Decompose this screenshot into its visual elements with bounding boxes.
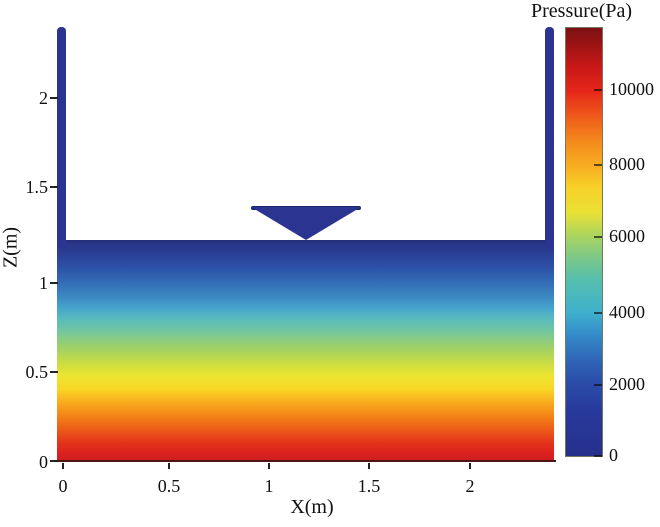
- z-tick-mark: [50, 282, 58, 284]
- colorbar: [565, 27, 603, 457]
- x-tick-mark: [168, 463, 170, 469]
- z-tick-label: 1: [39, 273, 48, 293]
- z-tick-label: 1.5: [25, 177, 49, 197]
- tank-right-wall: [545, 27, 554, 248]
- colorbar-tick-mark: [594, 236, 602, 238]
- tank-left-wall: [57, 27, 66, 248]
- x-axis-line: [57, 460, 556, 462]
- z-tick-label: 2: [39, 88, 48, 108]
- colorbar-tick-mark: [594, 455, 602, 457]
- colorbar-tick-label: 6000: [609, 226, 645, 246]
- x-tick-label: 1: [264, 476, 274, 496]
- x-tick-label: 2: [465, 476, 475, 496]
- colorbar-tick-label: 8000: [609, 154, 645, 174]
- x-tick-mark: [268, 463, 270, 469]
- colorbar-tick-label: 0: [609, 445, 618, 465]
- z-tick-mark: [50, 97, 58, 99]
- colorbar-tick-mark: [594, 164, 602, 166]
- x-tick-mark: [62, 463, 64, 469]
- z-tick-mark: [50, 186, 58, 188]
- x-tick-label: 1.5: [357, 476, 381, 496]
- z-tick-mark: [50, 371, 58, 373]
- colorbar-tick-mark: [594, 312, 602, 314]
- floating-wedge: [251, 207, 361, 240]
- colorbar-tick-label: 10000: [609, 79, 654, 99]
- colorbar-tick-mark: [594, 384, 602, 386]
- z-tick-mark: [50, 460, 58, 462]
- x-tick-mark: [368, 463, 370, 469]
- colorbar-tick-mark: [594, 89, 602, 91]
- x-tick-label: 0.5: [157, 476, 181, 496]
- z-tick-label: 0: [39, 452, 48, 472]
- x-tick-mark: [469, 463, 471, 469]
- z-tick-label: 0.5: [25, 362, 49, 382]
- colorbar-tick-label: 4000: [609, 302, 645, 322]
- colorbar-title: Pressure(Pa): [531, 0, 633, 22]
- z-axis-label: Z(m): [0, 226, 22, 269]
- x-axis-label: X(m): [290, 496, 334, 518]
- colorbar-tick-label: 2000: [609, 374, 645, 394]
- x-tick-label: 0: [58, 476, 68, 496]
- water-pressure-field: [57, 240, 554, 462]
